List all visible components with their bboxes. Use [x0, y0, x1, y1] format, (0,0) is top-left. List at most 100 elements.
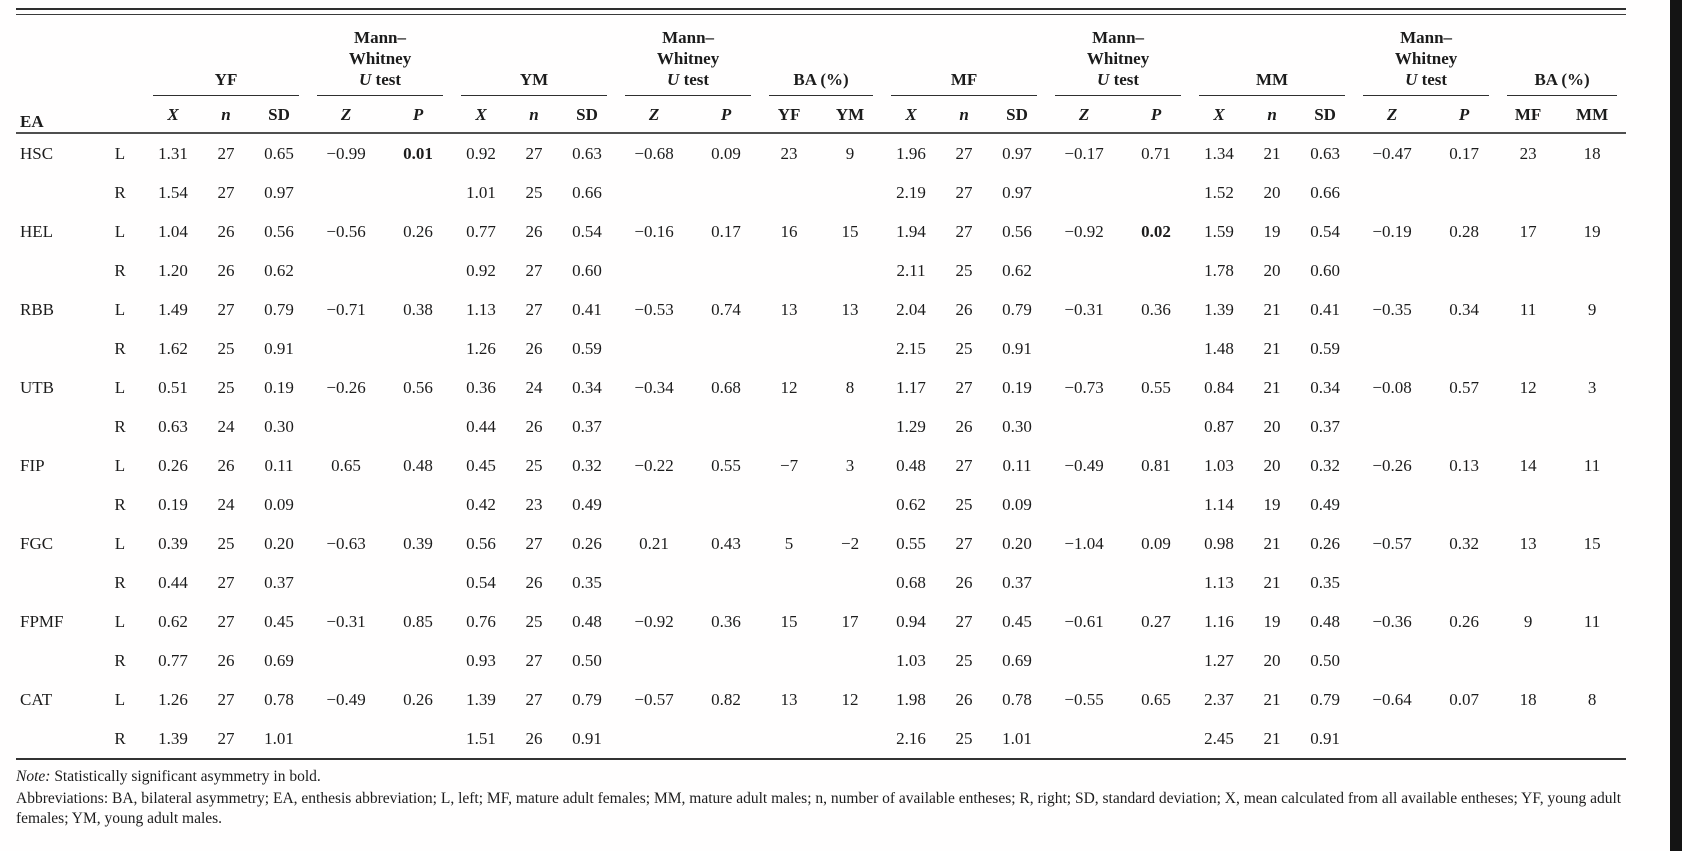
data-cell: 17 [841, 611, 859, 631]
data-cell: 14 [1519, 455, 1537, 475]
data-cell [1430, 641, 1498, 680]
data-cell [1354, 329, 1430, 368]
side-cell: L [114, 689, 126, 709]
data-cell: 13 [780, 689, 798, 709]
data-cell [616, 329, 692, 368]
data-cell [1046, 485, 1122, 524]
data-cell [1046, 407, 1122, 446]
data-cell: 15 [841, 221, 859, 241]
data-cell: 0.11 [264, 455, 294, 475]
data-cell: −0.55 [1064, 689, 1104, 709]
data-cell: 17 [1519, 221, 1537, 241]
data-cell: 0.37 [1310, 416, 1340, 436]
data-cell: 0.91 [264, 338, 294, 358]
data-cell: 0.92 [466, 260, 496, 280]
data-cell: 2.16 [882, 719, 941, 760]
data-cell: 1.54 [158, 182, 188, 202]
data-cell: 2.15 [896, 338, 926, 358]
ea-cell: HSC [20, 143, 54, 163]
table-top-rule [16, 8, 1626, 15]
ea-cell [16, 251, 96, 290]
data-cell [1498, 173, 1558, 212]
data-cell: 0.42 [466, 494, 496, 514]
data-cell [692, 719, 761, 760]
data-cell: 20 [1263, 182, 1281, 202]
data-cell: 0.54 [572, 221, 602, 241]
data-cell [692, 173, 760, 212]
data-cell: 0.37 [572, 416, 602, 436]
data-cell [1046, 251, 1122, 290]
sub-header-x: X [882, 96, 941, 134]
data-cell: 0.77 [158, 650, 188, 670]
data-cell: 26 [955, 416, 973, 436]
data-cell: −0.26 [326, 377, 366, 397]
data-cell: 0.48 [896, 455, 926, 475]
data-cell: 0.13 [1449, 455, 1479, 475]
data-cell: 0.54 [1310, 221, 1340, 241]
data-cell: 0.66 [1310, 182, 1340, 202]
sub-header-p: P [384, 96, 453, 134]
data-cell: 25 [955, 494, 973, 514]
data-cell: 0.44 [466, 416, 496, 436]
data-cell: 1.03 [1204, 455, 1234, 475]
data-cell: 9 [845, 143, 855, 163]
data-cell: 0.09 [1141, 533, 1171, 553]
data-cell: 0.63 [1310, 143, 1340, 163]
side-cell: R [114, 182, 126, 202]
data-cell: 0.34 [1449, 299, 1479, 319]
data-cell: 1.98 [896, 689, 926, 709]
group-header-mm: MM [1190, 15, 1354, 96]
data-cell: 0.49 [572, 494, 602, 514]
data-cell: 0.34 [1310, 377, 1340, 397]
data-cell: 0.76 [466, 611, 496, 631]
data-cell: 1.13 [1204, 572, 1234, 592]
ea-cell [16, 485, 96, 524]
data-cell [818, 641, 882, 680]
data-cell: 15 [1583, 533, 1601, 553]
data-cell [1430, 485, 1498, 524]
data-cell: −0.64 [1372, 689, 1412, 709]
data-cell: 0.30 [1002, 416, 1032, 436]
data-cell [1046, 329, 1122, 368]
data-cell: −2 [841, 533, 860, 553]
data-cell [616, 407, 692, 446]
data-cell [384, 173, 452, 212]
data-cell [308, 407, 384, 446]
sub-header-sd: SD [558, 96, 617, 134]
data-cell: 21 [1263, 377, 1281, 397]
data-cell [616, 251, 692, 290]
data-cell: 26 [217, 650, 235, 670]
data-cell [760, 329, 818, 368]
data-cell: 27 [525, 689, 543, 709]
ea-cell [16, 563, 96, 602]
side-cell: R [96, 719, 144, 760]
ea-cell: FGC [20, 533, 54, 553]
data-cell [1430, 251, 1498, 290]
data-cell: 1.51 [452, 719, 511, 760]
data-cell: 0.71 [1141, 143, 1171, 163]
data-cell: 0.79 [264, 299, 294, 319]
sub-header-row: X n SD Z P X n SD Z P YF YM X n SD Z P [16, 96, 1627, 134]
col-header-ea: EA [16, 15, 96, 134]
data-cell [760, 563, 818, 602]
group-header-yf: YF [144, 15, 308, 96]
data-cell [760, 173, 818, 212]
data-cell: −0.17 [1064, 143, 1104, 163]
data-cell: 20 [1263, 455, 1281, 475]
data-cell: 0.44 [158, 572, 188, 592]
data-cell: 0.09 [711, 143, 741, 163]
side-cell: R [114, 494, 126, 514]
data-cell: −0.71 [326, 299, 366, 319]
table-header: EA YF Mann– Whitney U test YM Mann– Whitney… [16, 15, 1627, 134]
data-cell: 1.01 [250, 719, 309, 760]
data-cell: 26 [217, 455, 235, 475]
data-cell: 27 [525, 143, 543, 163]
data-cell: 0.26 [1449, 611, 1479, 631]
data-cell [1354, 251, 1430, 290]
data-cell: 25 [525, 611, 543, 631]
data-cell: 20 [1263, 260, 1281, 280]
data-cell [1122, 173, 1190, 212]
sub-header-sd: SD [1296, 96, 1355, 134]
data-cell [308, 329, 384, 368]
data-cell: 27 [525, 260, 543, 280]
